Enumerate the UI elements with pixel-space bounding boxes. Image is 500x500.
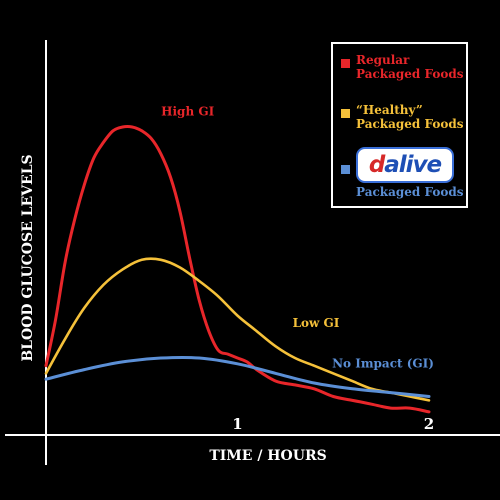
series-line-brand (44, 355, 431, 398)
legend-label-brand: Packaged Foods (356, 185, 464, 199)
legend: Regular Packaged Foods “Healthy” Package… (331, 42, 468, 208)
x-tick-label-2: 2 (424, 415, 434, 433)
legend-swatch-brand (341, 165, 350, 174)
annotation-regular: High GI (161, 104, 214, 118)
series-line-regular (44, 125, 431, 414)
y-axis-label: BLOOD GLUCOSE LEVELS (20, 154, 36, 361)
legend-item-regular: Regular Packaged Foods (341, 53, 463, 81)
annotation-healthy: Low GI (293, 316, 340, 330)
annotation-layer: High GI Low GI No Impact (GI) (161, 104, 434, 370)
legend-item-brand: dalive Packaged Foods (341, 147, 463, 199)
x-tick-label-1: 1 (232, 415, 242, 433)
legend-label-healthy: “Healthy” Packaged Foods (356, 103, 464, 131)
series-line-healthy (44, 257, 431, 402)
legend-item-healthy: “Healthy” Packaged Foods (341, 103, 463, 131)
legend-swatch-healthy (341, 109, 350, 118)
brand-logo: dalive (356, 147, 454, 183)
series-layer (44, 125, 431, 414)
annotation-brand: No Impact (GI) (332, 357, 434, 371)
legend-label-regular: Regular Packaged Foods (356, 53, 464, 81)
x-axis-label: TIME / HOURS (209, 448, 326, 464)
axes (5, 40, 500, 465)
legend-swatch-regular (341, 59, 350, 68)
